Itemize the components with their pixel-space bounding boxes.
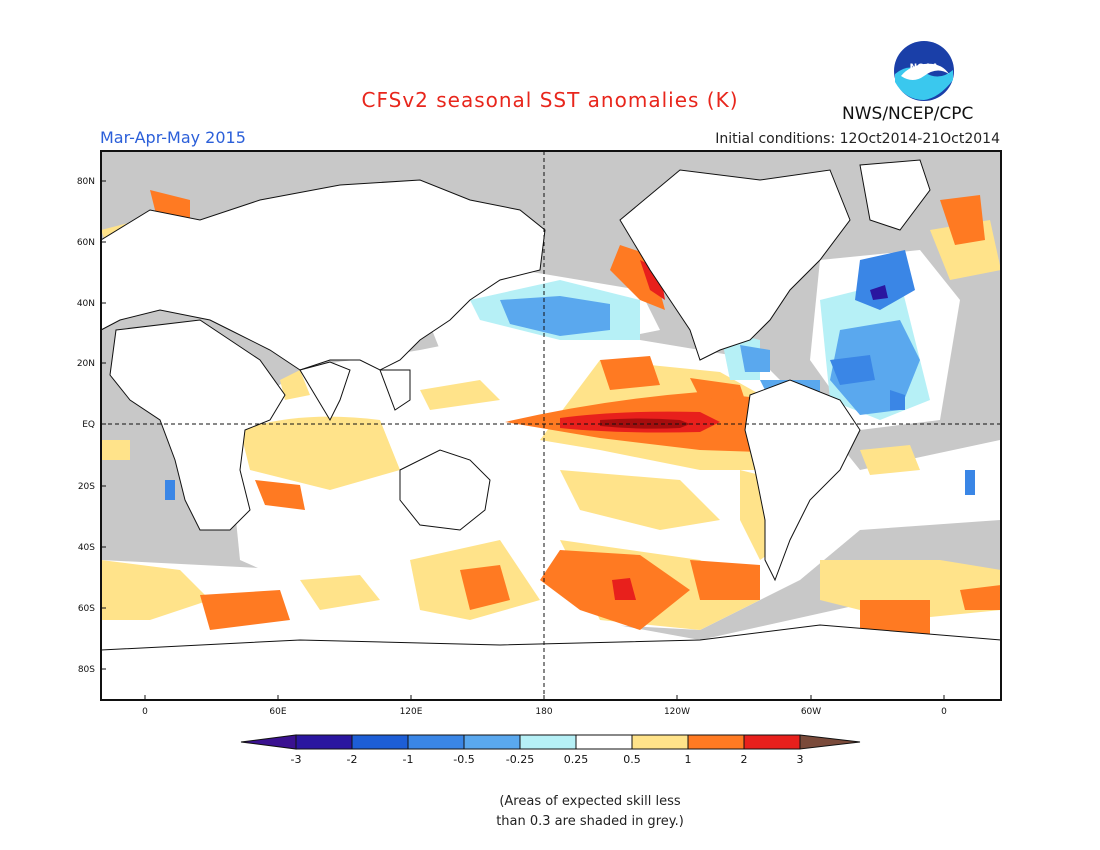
continents (101, 159, 1001, 700)
orange-anomaly-patches (150, 190, 1001, 640)
colorbar: -3 -2 -1 -0.5 -0.25 0.25 0.5 1 2 3 (240, 734, 861, 766)
south-america (744, 379, 861, 582)
blue-anomaly-patches (165, 250, 975, 500)
colorbar-label: -0.25 (506, 753, 534, 766)
skill-note-line: than 0.3 are shaded in grey.) (496, 814, 684, 829)
season-label: Mar-Apr-May 2015 (100, 128, 246, 147)
lon-label: 60W (801, 707, 821, 717)
lat-label: 60N (77, 238, 95, 248)
organization-label: NWS/NCEP/CPC (842, 104, 974, 124)
lat-label: 80N (77, 177, 95, 187)
colorbar-segment (687, 734, 745, 750)
lat-label: 40N (77, 299, 95, 309)
map-frame (100, 150, 1002, 701)
lat-label: 60S (78, 604, 95, 614)
lon-label: 60E (269, 707, 286, 717)
initial-conditions: Initial conditions: 12Oct2014-21Oct2014 (715, 131, 1000, 147)
colorbar-segment (575, 734, 633, 750)
lat-label: 20N (77, 359, 95, 369)
colorbar-segment (407, 734, 465, 750)
skill-note-line: (Areas of expected skill less (499, 794, 681, 809)
lat-label: 80S (78, 665, 95, 675)
india (299, 361, 351, 422)
australia (399, 449, 491, 531)
longitude-axis: 0 60E 120E 180 120W 60W 0 (142, 695, 947, 717)
skill-note: (Areas of expected skill less than 0.3 a… (420, 792, 760, 832)
africa (109, 319, 286, 531)
lat-label: EQ (82, 420, 95, 430)
colorbar-segment (295, 734, 353, 750)
logo-text: NOAA (910, 63, 939, 73)
colorbar-segment (743, 734, 801, 750)
colorbar-label: -0.5 (453, 753, 474, 766)
lon-label: 180 (535, 707, 552, 717)
colorbar-label: 0.25 (564, 753, 589, 766)
lon-label: 120E (400, 707, 423, 717)
colorbar-label: -1 (403, 753, 414, 766)
colorbar-segment (351, 734, 409, 750)
colorbar-label: 3 (797, 753, 804, 766)
colorbar-label: 0.5 (623, 753, 641, 766)
colorbar-label: 2 (741, 753, 748, 766)
greenland (859, 159, 931, 231)
lat-label: 40S (78, 543, 95, 553)
latitude-axis: 80N 60N 40N 20N EQ 20S 40S 60S 80S (77, 177, 106, 675)
lon-label: 0 (941, 707, 947, 717)
north-america (619, 169, 851, 361)
colorbar-segment (463, 734, 521, 750)
colorbar-segment (631, 734, 689, 750)
dark-blue-anomaly-patches (870, 285, 888, 300)
colorbar-segment (519, 734, 577, 750)
colorbar-label: 1 (685, 753, 692, 766)
eurasia (101, 179, 546, 371)
lon-label: 0 (142, 707, 148, 717)
antarctica (101, 624, 1001, 700)
colorbar-label: -3 (291, 753, 302, 766)
dark-red-anomaly-patches (600, 418, 690, 429)
colorbar-over-triangle (799, 734, 861, 750)
colorbar-under-triangle (240, 734, 297, 750)
southeast-asia (379, 369, 411, 411)
noaa-logo-icon: NOAA (894, 41, 954, 101)
lon-label: 120W (664, 707, 690, 717)
map-title: CFSv2 seasonal SST anomalies (K) (361, 88, 739, 112)
lat-label: 20S (78, 482, 95, 492)
colorbar-label: -2 (347, 753, 358, 766)
